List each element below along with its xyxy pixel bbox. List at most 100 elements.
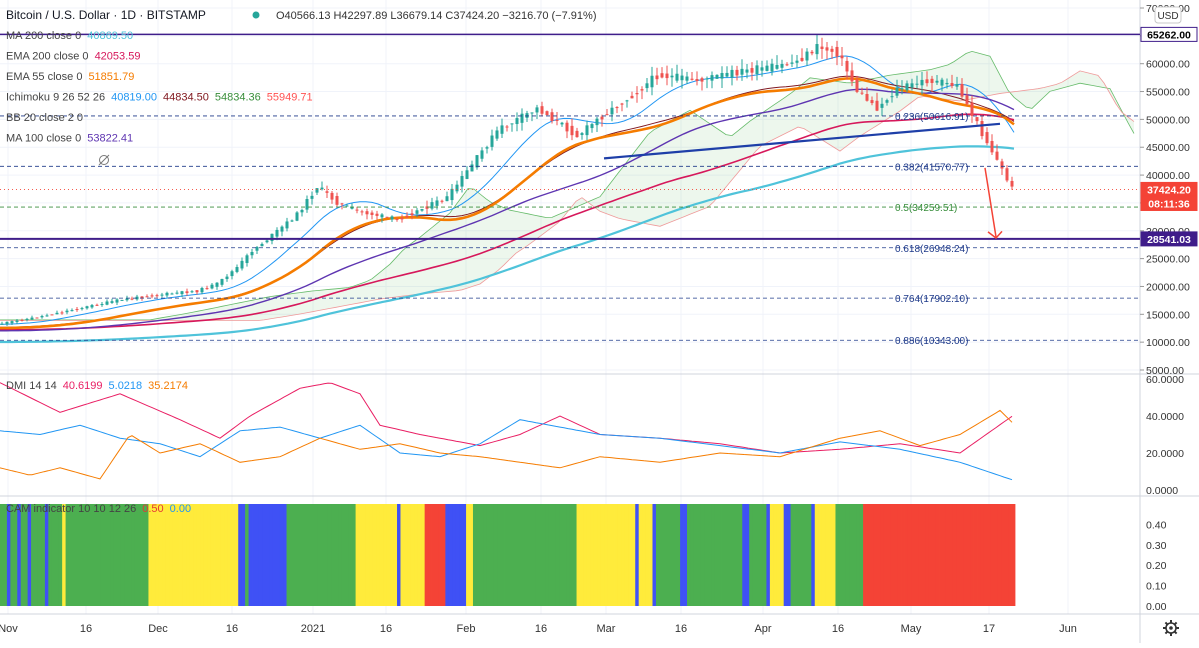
candle-body	[485, 147, 489, 149]
cam-bar	[749, 504, 754, 606]
legend-row[interactable]: EMA 55 close 0 51851.79	[6, 71, 134, 83]
x-tick-label: May	[901, 623, 922, 635]
cam-bar	[731, 504, 736, 606]
cam-bar	[928, 504, 933, 606]
candle-body	[625, 100, 629, 102]
candle-body	[165, 292, 169, 296]
cam-bar	[631, 504, 636, 606]
cam-bar	[800, 504, 805, 606]
candle-body	[330, 192, 334, 200]
cam-bar	[200, 504, 205, 606]
candle-body	[145, 296, 149, 298]
candle-body	[45, 315, 49, 317]
candle-body	[25, 318, 29, 320]
cam-bar	[10, 504, 15, 606]
cam-bar	[286, 504, 291, 606]
price-badge-box	[1140, 26, 1198, 42]
candle-body	[970, 102, 974, 116]
cam-bar	[234, 504, 239, 606]
legend-name: MA 200 close 0	[6, 30, 81, 42]
cam-bar	[248, 504, 253, 606]
cam-bar	[331, 504, 336, 606]
candle-body	[520, 113, 524, 123]
candle-body	[335, 196, 339, 205]
candle-body	[20, 319, 24, 321]
candle-body	[55, 312, 59, 315]
candle-body	[700, 78, 704, 82]
legend-row[interactable]: BB 20 close 2 0	[6, 112, 83, 124]
cam-bar	[383, 504, 388, 606]
cam-bar	[100, 504, 104, 606]
cam-bar	[580, 504, 584, 606]
cam-bar	[907, 504, 912, 606]
cam-bar	[72, 504, 77, 606]
candle-body	[215, 282, 219, 287]
settings-gear-icon[interactable]	[1163, 620, 1179, 636]
cam-bar	[542, 504, 546, 606]
candle-body	[945, 82, 949, 85]
candle-body	[500, 125, 504, 134]
candle-body	[80, 308, 84, 310]
cam-bar	[210, 504, 215, 606]
candle-body	[800, 57, 804, 61]
cam-bar	[55, 504, 60, 606]
candle-body	[735, 69, 739, 76]
candle-body	[305, 199, 309, 210]
visibility-hidden-icon[interactable]	[99, 155, 109, 165]
cam-bar	[545, 504, 550, 606]
cam-bar	[110, 504, 115, 606]
cam-tick-label: 0.40	[1146, 519, 1167, 531]
cam-bar	[790, 504, 795, 606]
legend-row[interactable]: DMI 14 14 40.6199 5.0218 35.2174	[6, 380, 188, 392]
cam-bar	[207, 504, 211, 606]
price-badge-box	[1140, 195, 1198, 211]
price-badge-label: 37424.20	[1147, 184, 1191, 196]
x-tick-label: Nov	[0, 623, 18, 635]
cam-bar	[172, 504, 177, 606]
cam-bar	[997, 504, 1002, 606]
cam-bar	[272, 504, 277, 606]
candle-body	[760, 67, 764, 71]
candle-body	[255, 247, 259, 251]
x-tick-label: 16	[675, 623, 687, 635]
cam-bar	[151, 504, 156, 606]
legend-name: EMA 55 close 0	[6, 71, 82, 83]
candle-body	[600, 116, 604, 120]
fib-label: 0.382(41570.77)	[895, 162, 968, 173]
candle-body	[415, 210, 419, 214]
candle-body	[75, 309, 79, 311]
cam-bar	[987, 504, 992, 606]
candle-body	[705, 78, 709, 80]
candle-body	[430, 202, 434, 209]
cam-bar	[393, 504, 398, 606]
legend-row[interactable]: CAM indicator 10 10 12 26 0.50 0.00	[6, 503, 191, 515]
currency-button[interactable]: USD	[1154, 6, 1182, 24]
candle-body	[545, 111, 549, 116]
cam-bar	[517, 504, 522, 606]
cam-bar	[472, 504, 477, 606]
legend-row[interactable]: EMA 200 close 0 42053.59	[6, 51, 140, 63]
cam-bar	[939, 504, 943, 606]
cam-bar	[165, 504, 170, 606]
cam-panel	[0, 504, 1016, 606]
cam-bar	[279, 504, 284, 606]
cam-bar	[431, 504, 436, 606]
cam-bar	[410, 504, 415, 606]
candle-body	[710, 75, 714, 81]
cam-bar	[403, 504, 408, 606]
legend-row[interactable]: Ichimoku 9 26 52 26 40819.00 44834.50 54834…	[6, 92, 313, 104]
cam-bar	[500, 504, 505, 606]
cam-bar	[1004, 504, 1009, 606]
cam-bar	[44, 504, 49, 606]
cam-bar	[897, 504, 902, 606]
cam-bar	[352, 504, 356, 606]
legend-value: 44834.50	[163, 92, 209, 104]
legend-row[interactable]: MA 200 close 0 40869.50	[6, 30, 133, 42]
cloud-span-a	[0, 50, 1135, 321]
candle-body	[960, 83, 964, 97]
legend-row[interactable]: MA 100 close 0 53822.41	[6, 133, 133, 145]
cam-bar	[324, 504, 329, 606]
candle-body	[375, 213, 379, 216]
